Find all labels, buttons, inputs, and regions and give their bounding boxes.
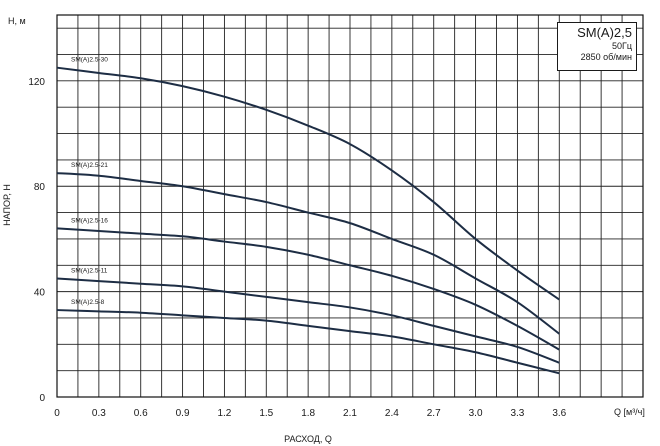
series-label: SM(A)2.5-16 [71,217,108,224]
chart-info-box: SM(A)2,5 50Гц 2850 об/мин [557,22,637,71]
y-tick-label: 120 [28,77,45,88]
x-tick-label: 1.2 [217,408,231,419]
x-tick-label: 0 [54,408,60,419]
x-tick-label: 1.8 [301,408,315,419]
pump-curve [56,309,560,375]
x-tick-label: 0.3 [92,408,106,419]
x-tick-label: 3.6 [552,408,566,419]
x-tick-label: 3.0 [469,408,483,419]
series-labels: SM(A)2.5-30 SM(A)2.5-21 SM(A)2.5-16 SM(A)2.… [71,57,108,306]
y-tick-label: 80 [34,182,46,193]
y-tick-label: 40 [34,288,46,299]
grid [56,14,644,398]
y-tick-label: 0 [39,393,45,404]
pump-curve [56,66,560,301]
x-axis-right-label: Q [м³/ч] [614,407,645,417]
chart-title: SM(A)2,5 [577,25,632,40]
series-label: SM(A)2.5-8 [71,299,105,306]
chart-frequency: 50Гц [611,41,632,51]
x-tick-label: 0.9 [176,408,190,419]
x-tick-label: 0.6 [134,408,148,419]
curves [56,66,560,375]
x-axis-label: РАСХОД, Q [284,434,332,444]
series-label: SM(A)2.5-11 [71,267,108,274]
x-tick-label: 2.7 [427,408,441,419]
x-tick-label: 1.5 [259,408,273,419]
pump-curve [56,172,560,335]
x-tick-labels: 0 0.3 0.6 0.9 1.2 1.5 1.8 2.1 2.4 2.7 3.0 3.3 3.6 [54,408,566,419]
plot-border [56,14,644,398]
x-tick-label: 3.3 [510,408,524,419]
series-label: SM(A)2.5-21 [71,162,108,169]
chart-speed: 2850 об/мин [580,52,632,62]
x-tick-label: 2.1 [343,408,357,419]
y-axis-label: НАПОР, Н [2,184,12,226]
series-label: SM(A)2.5-30 [71,57,108,64]
pump-curve [56,277,560,364]
y-axis-top-label: H, м [8,16,26,26]
y-tick-labels: 0 40 80 120 [28,77,45,404]
x-tick-label: 2.4 [385,408,399,419]
pump-curve [56,227,560,351]
